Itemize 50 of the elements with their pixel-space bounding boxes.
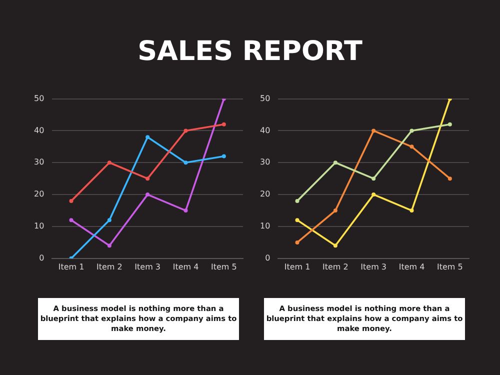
y-tick-label: 20 [260, 190, 270, 199]
point [107, 218, 112, 222]
point [333, 244, 338, 248]
y-tick-label: 40 [34, 126, 44, 135]
point [69, 218, 74, 222]
point [184, 160, 188, 165]
point [333, 160, 338, 165]
y-tick-label: 10 [34, 222, 44, 231]
x-tick-label: Item 5 [436, 262, 463, 272]
point [295, 240, 300, 244]
point [69, 198, 74, 203]
point [107, 160, 112, 165]
x-tick-label: Item 2 [96, 262, 122, 272]
x-tick-label: Item 1 [58, 262, 84, 272]
point [410, 208, 414, 213]
point [146, 135, 150, 140]
y-tick-label: 30 [260, 158, 270, 167]
point [372, 176, 376, 181]
point [295, 218, 300, 222]
point [410, 144, 414, 149]
point [222, 122, 226, 126]
point [410, 128, 414, 133]
point [146, 176, 150, 181]
x-tick-label: Item 4 [398, 262, 425, 272]
point [184, 208, 188, 213]
y-tick-label: 10 [260, 222, 270, 231]
y-tick-label: 0 [39, 253, 44, 262]
point [372, 192, 376, 197]
point [184, 128, 188, 133]
y-tick-label: 30 [34, 158, 44, 167]
point [372, 128, 376, 133]
x-tick-label: Item 5 [210, 262, 237, 272]
x-tick-label: Item 3 [134, 262, 161, 272]
point [295, 198, 300, 203]
chart-title: SALES REPORT [136, 36, 364, 67]
point [146, 192, 150, 197]
x-tick-label: Item 1 [284, 262, 310, 272]
y-tick-label: 20 [34, 190, 44, 199]
x-tick-label: Item 2 [322, 262, 348, 272]
point [448, 176, 452, 181]
x-tick-label: Item 4 [172, 262, 199, 272]
y-tick-label: 50 [260, 94, 270, 103]
point [107, 244, 112, 248]
x-tick-label: Item 3 [360, 262, 387, 272]
point [222, 154, 226, 158]
y-tick-label: 50 [34, 94, 44, 103]
y-tick-label: 0 [265, 253, 270, 262]
point [333, 208, 338, 213]
point [448, 122, 452, 126]
y-tick-label: 40 [260, 126, 270, 135]
